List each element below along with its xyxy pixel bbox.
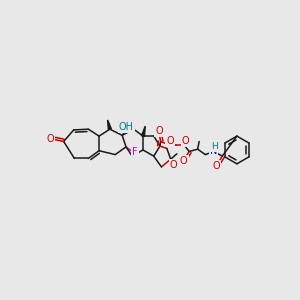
Polygon shape [108, 120, 111, 130]
Text: N: N [210, 146, 218, 157]
Text: F: F [133, 147, 138, 157]
Text: OH: OH [118, 122, 134, 132]
Text: O: O [166, 136, 174, 146]
Text: O: O [47, 134, 54, 144]
Polygon shape [142, 126, 145, 136]
Text: O: O [212, 161, 220, 171]
Text: O: O [180, 156, 188, 166]
Text: O: O [170, 160, 178, 170]
Text: O: O [182, 136, 189, 146]
Text: O: O [155, 126, 163, 136]
Text: H: H [211, 142, 218, 152]
